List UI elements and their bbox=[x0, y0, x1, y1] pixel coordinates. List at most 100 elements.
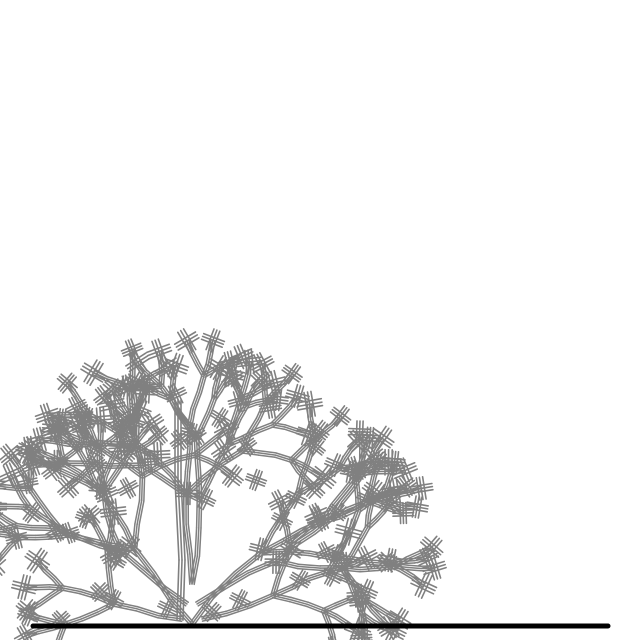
branch-strand bbox=[161, 588, 187, 607]
leaf-strand bbox=[381, 627, 404, 640]
branch-strand bbox=[6, 519, 18, 527]
branch-strand bbox=[245, 401, 257, 407]
branch-strand bbox=[195, 478, 198, 501]
leaf-strand bbox=[197, 487, 208, 508]
branch-strand bbox=[109, 464, 128, 467]
branch-strand bbox=[340, 565, 356, 572]
branch-strand bbox=[159, 478, 180, 493]
branch-strand bbox=[194, 526, 198, 557]
branch-strand bbox=[89, 483, 104, 495]
branch-strand bbox=[109, 406, 121, 417]
leaf-strand bbox=[277, 489, 290, 512]
branch-strand bbox=[63, 465, 79, 476]
branch-strand bbox=[323, 607, 338, 616]
branch-strand bbox=[37, 627, 53, 633]
leaf-strand bbox=[71, 423, 94, 431]
branch-strand bbox=[67, 445, 83, 448]
branch-strand bbox=[205, 439, 219, 450]
leaf-strand bbox=[0, 444, 19, 461]
branch-strand bbox=[248, 592, 273, 605]
leaf-strand bbox=[144, 412, 159, 435]
branch-strand bbox=[358, 611, 361, 626]
branch-strand bbox=[171, 376, 175, 389]
branch-strand bbox=[0, 527, 8, 531]
leaf-strand bbox=[238, 439, 252, 457]
leaf-strand bbox=[425, 539, 443, 559]
leaf-strand bbox=[360, 583, 363, 608]
branch-strand bbox=[198, 374, 205, 394]
leaf-strand bbox=[287, 540, 302, 562]
branch-strand bbox=[368, 448, 376, 463]
branch-strand bbox=[341, 475, 354, 492]
branch-strand bbox=[8, 530, 21, 539]
leaf-strand bbox=[313, 423, 329, 443]
leaf-strand bbox=[211, 439, 233, 455]
branch-strand bbox=[195, 498, 198, 529]
branch-strand bbox=[187, 523, 193, 555]
branch-strand bbox=[338, 511, 356, 520]
branch-strand bbox=[58, 471, 74, 480]
branch-strand bbox=[204, 437, 217, 448]
branch-strand bbox=[189, 553, 193, 585]
branch-strand bbox=[200, 498, 203, 529]
branch-strand bbox=[2, 546, 13, 558]
leaf-strand bbox=[361, 420, 364, 444]
leaf-strand bbox=[236, 359, 262, 365]
leaf-strand bbox=[304, 506, 328, 518]
branch-strand bbox=[162, 373, 166, 387]
branch-strand bbox=[67, 443, 84, 446]
branch-strand bbox=[5, 521, 17, 529]
leaf-strand bbox=[5, 443, 22, 463]
leaf-strand bbox=[234, 590, 246, 610]
branch-strand bbox=[101, 537, 109, 551]
branch-strand bbox=[140, 570, 164, 591]
leaf-strand bbox=[384, 547, 391, 572]
branch-strand bbox=[99, 442, 119, 445]
branch-strand bbox=[227, 437, 244, 446]
branch-strand bbox=[349, 539, 359, 555]
branch-strand bbox=[324, 557, 335, 572]
branch-strand bbox=[288, 460, 297, 473]
branch-strand bbox=[161, 474, 182, 489]
branch-strand bbox=[13, 486, 22, 500]
branch-strand bbox=[234, 418, 242, 433]
branch-strand bbox=[376, 604, 390, 613]
branch-strand bbox=[359, 569, 379, 573]
branch-strand bbox=[210, 462, 221, 483]
branch-strand bbox=[106, 536, 112, 551]
branch-strand bbox=[0, 535, 8, 538]
branch-strand bbox=[351, 509, 360, 528]
branch-strand bbox=[0, 529, 8, 533]
leaf-strand bbox=[417, 496, 423, 519]
branch-strand bbox=[53, 440, 69, 445]
branch-strand bbox=[365, 502, 370, 516]
branch-strand bbox=[135, 610, 159, 619]
branch-strand bbox=[6, 525, 18, 530]
branch-strand bbox=[12, 473, 20, 487]
leaf-strand bbox=[367, 457, 390, 469]
branch-strand bbox=[297, 469, 307, 480]
leaf-strand bbox=[395, 450, 400, 473]
branch-strand bbox=[307, 571, 329, 580]
branch-strand bbox=[188, 408, 194, 428]
branch-strand bbox=[189, 448, 193, 473]
branch-strand bbox=[255, 422, 273, 430]
leaf-strand bbox=[202, 332, 226, 343]
branch-strand bbox=[81, 613, 100, 622]
leaf-strand bbox=[15, 605, 36, 622]
branch-strand bbox=[66, 477, 78, 486]
branch-strand bbox=[205, 351, 210, 365]
leaf-strand bbox=[244, 478, 266, 487]
leaf-strand bbox=[92, 584, 108, 600]
leaf-strand bbox=[0, 566, 6, 574]
branch-strand bbox=[16, 525, 33, 529]
branch-strand bbox=[170, 398, 180, 414]
leaf-strand bbox=[160, 596, 171, 617]
branch-strand bbox=[295, 470, 306, 482]
branch-strand bbox=[236, 404, 245, 419]
leaf-strand bbox=[42, 403, 53, 428]
branch-strand bbox=[37, 593, 51, 603]
leaf-strand bbox=[348, 427, 372, 431]
leaf-strand bbox=[26, 432, 52, 441]
leaf-strand bbox=[382, 492, 399, 512]
